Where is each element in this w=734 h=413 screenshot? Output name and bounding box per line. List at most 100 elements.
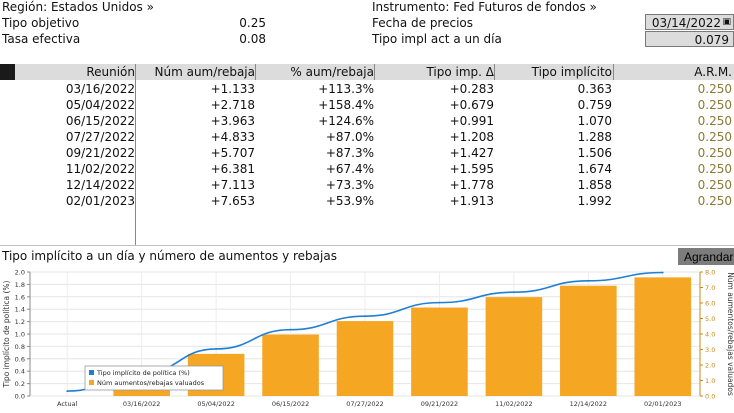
bar [634, 277, 692, 396]
cell-delta: +0.991 [449, 114, 494, 128]
section-divider [0, 245, 734, 246]
chart-title: Tipo implícito a un día y número de aume… [2, 249, 337, 263]
column-header-arm[interactable]: A.R.M. [694, 65, 732, 79]
left-tick-label: 1.4 [15, 306, 25, 314]
cell-hikes: +7.113 [210, 178, 255, 192]
right-tick-label: 6.0 [705, 300, 715, 308]
x-tick-label: 11/02/2022 [495, 400, 532, 408]
bar [485, 297, 543, 396]
zoom-button[interactable]: Agrandar [678, 248, 734, 265]
legend-box [84, 365, 224, 391]
column-divider [374, 64, 375, 80]
right-tick-label: 8.0 [705, 269, 715, 277]
column-divider [135, 64, 136, 245]
x-tick-label: 09/21/2022 [421, 400, 458, 408]
cell-pct: +73.3% [325, 178, 374, 192]
cell-pct: +87.0% [325, 130, 374, 144]
cell-arm: 0.250 [697, 114, 732, 128]
effective-rate-label: Tasa efectiva [2, 32, 81, 46]
implied-overnight-value: 0.079 [645, 31, 734, 47]
left-tick-label: 1.8 [15, 281, 25, 289]
column-header-pct[interactable]: % aum/rebaja [290, 65, 374, 79]
cell-hikes: +1.133 [210, 82, 255, 96]
cell-meeting: 12/14/2022 [65, 178, 135, 192]
cell-pct: +124.6% [318, 114, 374, 128]
price-date-value: 03/14/2022 [651, 16, 721, 30]
cell-implied: 0.759 [577, 98, 612, 112]
x-tick-label: 05/04/2022 [197, 400, 234, 408]
table-row[interactable]: 06/15/2022 +3.963 +124.6% +0.991 1.070 0.250 [0, 113, 734, 129]
legend-label-bar: Núm aumentos/rebajas valuados [97, 379, 205, 387]
instrument-selector[interactable]: Instrumento: Fed Futuros de fondos » [372, 0, 597, 14]
cell-implied: 0.363 [577, 82, 612, 96]
cell-delta: +0.283 [449, 82, 494, 96]
cell-implied: 1.288 [577, 130, 612, 144]
cell-implied: 1.674 [577, 162, 612, 176]
row-selector-corner [0, 64, 15, 80]
table-row[interactable]: 11/02/2022 +6.381 +67.4% +1.595 1.674 0.250 [0, 161, 734, 177]
cell-pct: +113.3% [318, 82, 374, 96]
right-tick-label: 7.0 [705, 284, 715, 292]
line-point [587, 279, 590, 282]
table-row[interactable]: 07/27/2022 +4.833 +87.0% +1.208 1.288 0.250 [0, 129, 734, 145]
target-rate-value: 0.25 [239, 16, 266, 30]
bar [560, 285, 617, 396]
legend-swatch-bar [89, 380, 94, 385]
cell-implied: 1.858 [577, 178, 612, 192]
table-row[interactable]: 03/16/2022 +1.133 +113.3% +0.283 0.363 0.250 [0, 81, 734, 97]
right-tick-label: 4.0 [705, 331, 715, 339]
right-tick-label: 1.0 [705, 377, 715, 385]
legend-swatch-line [89, 370, 94, 375]
table-row[interactable]: 12/14/2022 +7.113 +73.3% +1.778 1.858 0.250 [0, 177, 734, 193]
column-header-delta[interactable]: Tipo imp. Δ [426, 65, 494, 79]
cell-arm: 0.250 [697, 146, 732, 160]
cell-pct: +87.3% [325, 146, 374, 160]
right-axis-title: Núm aumentos/rebajas valuados [726, 272, 734, 396]
bar [411, 307, 468, 396]
price-date-field[interactable]: 03/14/2022 ▣ [645, 14, 734, 30]
cell-pct: +53.9% [325, 194, 374, 208]
cell-hikes: +6.381 [210, 162, 255, 176]
calendar-icon[interactable]: ▣ [722, 17, 731, 27]
chart: 0.0 0.2 0.4 0.6 0.8 1.0 1.2 1.4 1.6 1.8 2.0 0.0 1.0 2… [2, 269, 734, 409]
cell-implied: 1.992 [577, 194, 612, 208]
cell-pct: +158.4% [318, 98, 374, 112]
cell-arm: 0.250 [697, 98, 732, 112]
cell-hikes: +5.707 [210, 146, 255, 160]
right-tick-label: 2.0 [705, 362, 715, 370]
right-tick-label: 5.0 [705, 315, 715, 323]
left-tick-label: 0.8 [15, 343, 25, 351]
table-row[interactable]: 02/01/2023 +7.653 +53.9% +1.913 1.992 0.250 [0, 193, 734, 209]
cell-implied: 1.070 [577, 114, 612, 128]
x-tick-label: 02/01/2023 [644, 400, 681, 408]
cell-delta: +1.208 [449, 130, 494, 144]
cell-arm: 0.250 [697, 194, 732, 208]
cell-hikes: +7.653 [210, 194, 255, 208]
cell-delta: +1.595 [449, 162, 494, 176]
cell-arm: 0.250 [697, 130, 732, 144]
table-header: Reunión Núm aum/rebaja % aum/rebaja Tipo… [0, 64, 734, 80]
column-divider [255, 64, 256, 80]
cell-meeting: 03/16/2022 [65, 82, 135, 96]
line-point [661, 271, 664, 274]
table-row[interactable]: 09/21/2022 +5.707 +87.3% +1.427 1.506 0.250 [0, 145, 734, 161]
legend-label-line: Tipo implícito de política (%) [96, 369, 190, 377]
x-tick-label: 06/15/2022 [272, 400, 309, 408]
column-header-implied[interactable]: Tipo implícito [531, 65, 612, 79]
table-row[interactable]: 05/04/2022 +2.718 +158.4% +0.679 0.759 0.250 [0, 97, 734, 113]
cell-arm: 0.250 [697, 162, 732, 176]
cell-pct: +67.4% [325, 162, 374, 176]
cell-meeting: 11/02/2022 [65, 162, 135, 176]
cell-hikes: +2.718 [210, 98, 255, 112]
column-header-hikes[interactable]: Núm aum/rebaja [154, 65, 256, 79]
region-selector[interactable]: Región: Estados Unidos » [2, 0, 154, 14]
left-tick-label: 0.4 [15, 368, 25, 376]
cell-delta: +1.913 [449, 194, 494, 208]
bar [262, 334, 319, 396]
cell-meeting: 05/04/2022 [65, 98, 135, 112]
cell-arm: 0.250 [697, 178, 732, 192]
right-tick-label: 0.0 [705, 393, 715, 401]
column-header-meeting[interactable]: Reunión [86, 65, 135, 79]
price-date-label: Fecha de precios [372, 16, 474, 30]
line-point [364, 315, 366, 318]
